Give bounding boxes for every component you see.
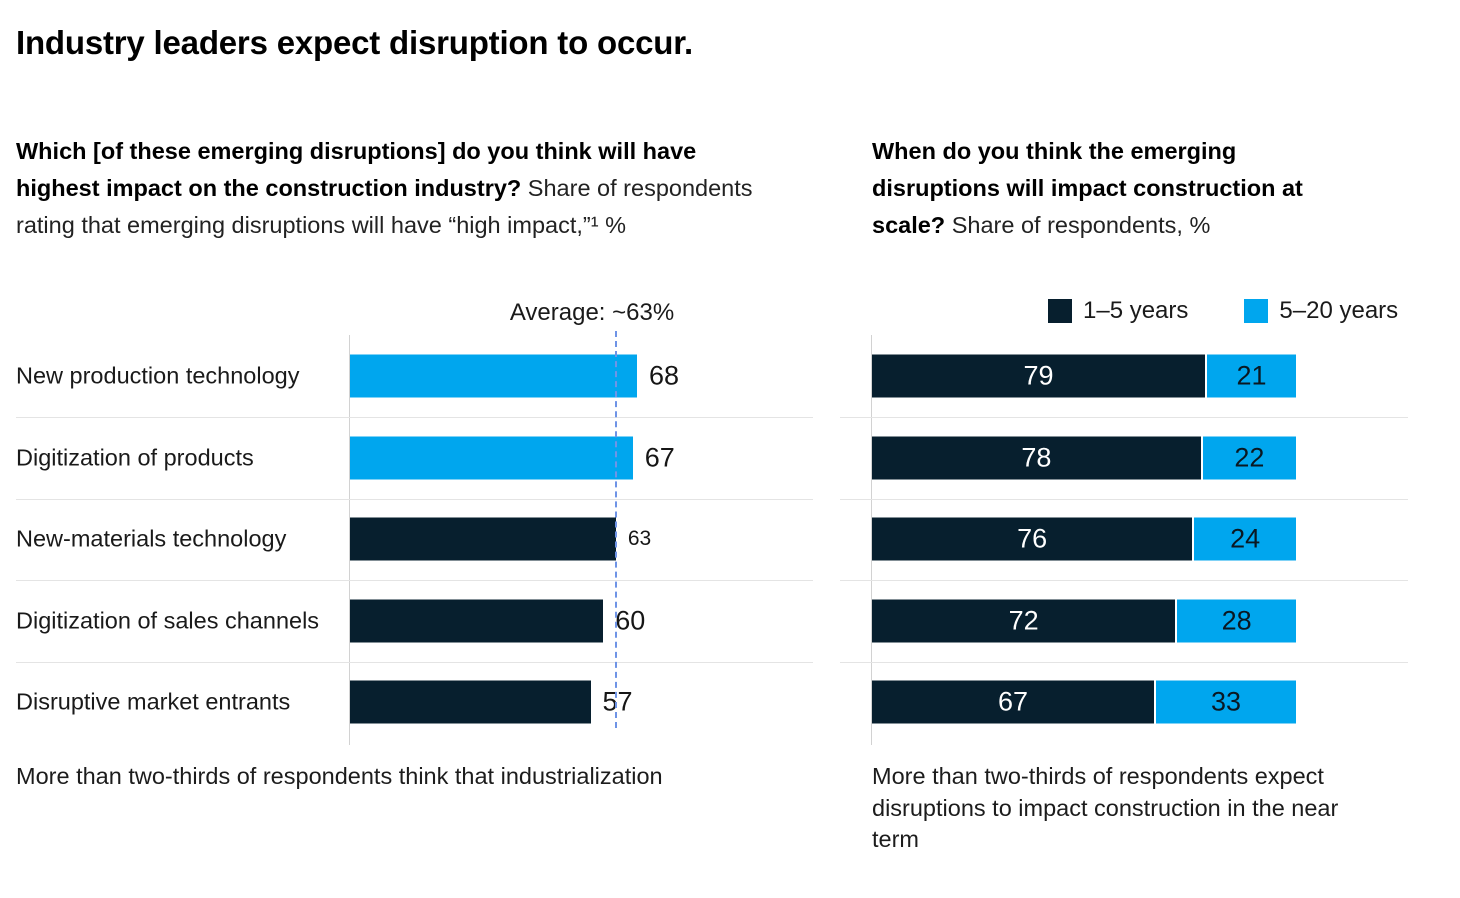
gridline	[16, 417, 813, 418]
legend-label-1-5-years: 1–5 years	[1083, 297, 1189, 324]
right-takeaway: More than two-thirds of respondents expe…	[872, 763, 1339, 852]
gridline	[840, 662, 1408, 663]
bar	[350, 354, 637, 398]
right-bar-row: 79 21	[872, 335, 1296, 417]
bar-value: 68	[648, 360, 679, 391]
right-bar-row: 76 24	[872, 498, 1296, 580]
stacked-bar: 72 28	[872, 599, 1296, 643]
right-question-line-1: When do you think the emerging	[872, 133, 1412, 170]
segment-1-5-years: 72	[872, 599, 1178, 643]
legend-item-5-20-years: 5–20 years	[1244, 297, 1398, 325]
bar	[350, 599, 604, 643]
segment-5-20-years: 28	[1177, 599, 1296, 643]
legend-item-1-5-years: 1–5 years	[1048, 297, 1188, 325]
segment-value: 33	[1211, 686, 1242, 717]
segment-1-5-years: 67	[872, 680, 1157, 724]
right-question-line-3: scale? Share of respondents, %	[872, 207, 1412, 244]
stacked-bar: 76 24	[872, 517, 1296, 561]
gridline	[16, 499, 813, 500]
segment-value: 28	[1221, 605, 1252, 636]
left-takeaway: More than two-thirds of respondents thin…	[16, 763, 663, 789]
bar-value: 63	[627, 527, 652, 551]
right-question-bold-1: When do you think the emerging	[872, 138, 1237, 164]
left-question-bold-1: Which [of these emerging disruptions] do…	[16, 138, 697, 164]
average-line	[614, 331, 617, 728]
left-question-line-3: rating that emerging disruptions will ha…	[16, 207, 856, 244]
stacked-bar: 79 21	[872, 354, 1296, 398]
stacked-bar: 67 33	[872, 680, 1296, 724]
segment-value: 78	[1021, 442, 1052, 473]
right-question-bold-3: scale?	[872, 212, 946, 238]
bar-value: 67	[644, 442, 675, 473]
legend-swatch-1-5-years	[1048, 299, 1072, 323]
segment-value: 22	[1234, 442, 1265, 473]
average-annotation: Average: ~63%	[509, 299, 675, 326]
segment-5-20-years: 33	[1156, 680, 1296, 724]
left-bar-row: New production technology 68	[0, 335, 846, 417]
right-bar-row: 72 28	[872, 580, 1296, 662]
left-bar-row: Digitization of products 67	[0, 417, 846, 499]
left-bar-row: New-materials technology 63	[0, 498, 846, 580]
legend-swatch-5-20-years	[1244, 299, 1269, 323]
bar	[350, 436, 633, 480]
left-question-line-2: highest impact on the construction indus…	[16, 170, 856, 207]
right-chart-axis-line	[871, 335, 872, 745]
segment-value: 21	[1236, 360, 1267, 391]
left-chart-question: Which [of these emerging disruptions] do…	[16, 133, 856, 244]
right-bar-row: 67 33	[872, 661, 1296, 743]
gridline	[16, 580, 813, 581]
category-label: Disruptive market entrants	[16, 688, 291, 715]
stacked-bar: 78 22	[872, 436, 1296, 480]
gridline	[840, 417, 1408, 418]
bar-value: 60	[615, 605, 646, 636]
left-question-bold-2: highest impact on the construction indus…	[16, 175, 522, 201]
bar	[350, 517, 616, 561]
bar-value: 57	[602, 686, 633, 717]
segment-1-5-years: 76	[872, 517, 1195, 561]
category-label: New production technology	[16, 362, 300, 389]
segment-5-20-years: 24	[1194, 517, 1296, 561]
segment-value: 79	[1023, 360, 1054, 391]
left-question-regular-2: Share of respondents	[521, 175, 753, 201]
left-chart-axis-line	[349, 335, 350, 745]
bar	[350, 680, 591, 724]
left-question-line-1: Which [of these emerging disruptions] do…	[16, 133, 856, 170]
category-label: Digitization of products	[16, 444, 254, 471]
right-bar-row: 78 22	[872, 417, 1296, 499]
right-chart-question: When do you think the emerging disruptio…	[872, 133, 1412, 244]
left-bar-row: Disruptive market entrants 57	[0, 661, 846, 743]
segment-1-5-years: 78	[872, 436, 1203, 480]
segment-1-5-years: 79	[872, 354, 1207, 398]
right-question-bold-2: disruptions will impact construction at	[872, 175, 1303, 201]
legend: 1–5 years 5–20 years	[1048, 297, 1398, 325]
legend-label-5-20-years: 5–20 years	[1279, 297, 1399, 324]
segment-5-20-years: 22	[1202, 436, 1296, 480]
right-question-regular-3: Share of respondents, %	[945, 212, 1211, 238]
gridline	[840, 499, 1408, 500]
category-label: Digitization of sales channels	[16, 607, 320, 634]
left-question-regular-3: rating that emerging disruptions will ha…	[16, 212, 626, 238]
segment-value: 24	[1230, 523, 1261, 554]
right-question-line-2: disruptions will impact construction at	[872, 170, 1412, 207]
gridline	[16, 662, 813, 663]
segment-value: 67	[998, 686, 1029, 717]
category-label: New-materials technology	[16, 525, 287, 552]
page-title: Industry leaders expect disruption to oc…	[16, 24, 694, 61]
segment-value: 72	[1008, 605, 1039, 636]
left-bar-row: Digitization of sales channels 60	[0, 580, 846, 662]
segment-5-20-years: 21	[1206, 354, 1296, 398]
gridline	[840, 580, 1408, 581]
segment-value: 76	[1017, 523, 1048, 554]
